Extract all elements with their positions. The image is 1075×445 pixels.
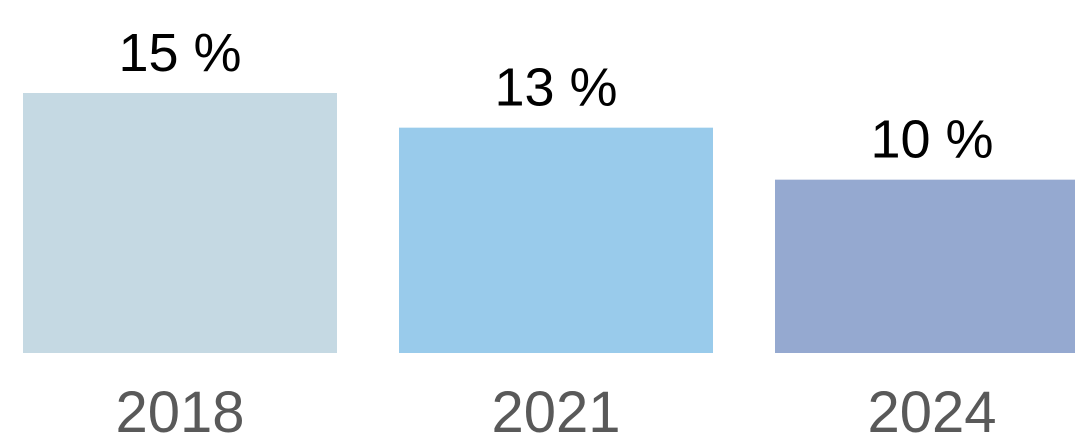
x-tick-label: 2024 (867, 380, 996, 445)
bar (23, 93, 337, 353)
value-label: 10 % (870, 110, 993, 170)
x-tick-label: 2021 (491, 380, 620, 445)
value-label: 15 % (118, 23, 241, 83)
x-tick-label: 2018 (115, 380, 244, 445)
bar (399, 127, 713, 354)
bar (775, 179, 1075, 353)
value-label: 13 % (494, 58, 617, 118)
